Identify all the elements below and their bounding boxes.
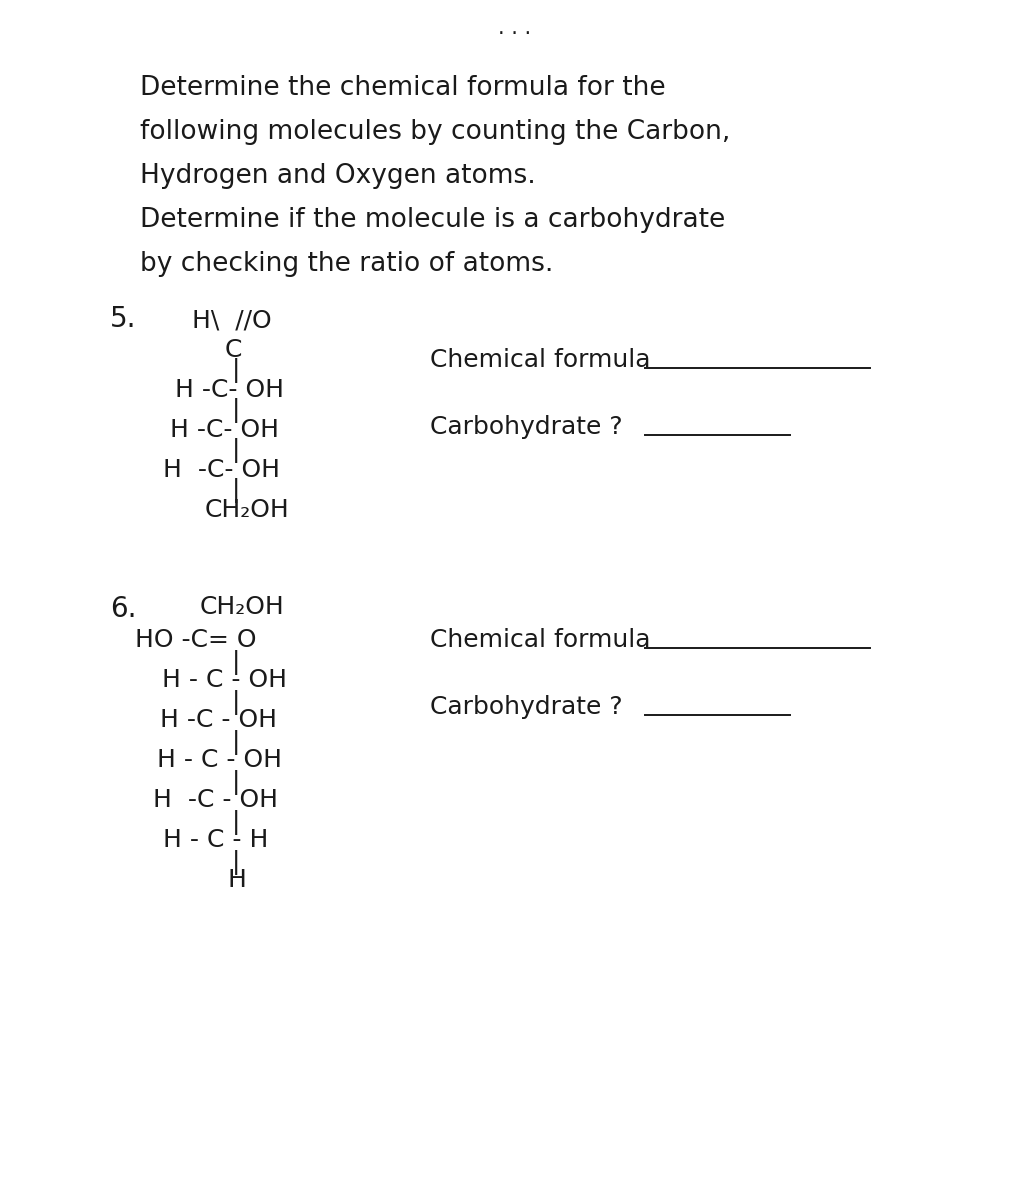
Text: H -C - OH: H -C - OH: [160, 708, 277, 732]
Text: CH₂OH: CH₂OH: [205, 498, 290, 522]
Text: CH₂OH: CH₂OH: [200, 595, 285, 619]
Text: H - C - H: H - C - H: [163, 828, 268, 852]
Text: |: |: [232, 690, 240, 715]
Text: Hydrogen and Oxygen atoms.: Hydrogen and Oxygen atoms.: [140, 163, 536, 188]
Text: |: |: [232, 810, 240, 835]
Text: Carbohydrate ?: Carbohydrate ?: [430, 695, 623, 719]
Text: |: |: [232, 770, 240, 794]
Text: 5.: 5.: [110, 305, 136, 332]
Text: Chemical formula: Chemical formula: [430, 628, 651, 652]
Text: H - C - OH: H - C - OH: [162, 668, 287, 692]
Text: following molecules by counting the Carbon,: following molecules by counting the Carb…: [140, 119, 730, 145]
Text: H: H: [228, 868, 246, 892]
Text: H - C - OH: H - C - OH: [157, 748, 282, 772]
Text: |: |: [232, 358, 240, 383]
Text: C: C: [225, 338, 242, 362]
Text: |: |: [232, 650, 240, 674]
Text: Chemical formula: Chemical formula: [430, 348, 651, 372]
Text: Determine the chemical formula for the: Determine the chemical formula for the: [140, 74, 666, 101]
Text: by checking the ratio of atoms.: by checking the ratio of atoms.: [140, 251, 554, 277]
Text: HO -C= O: HO -C= O: [135, 628, 257, 652]
Text: |: |: [232, 398, 240, 422]
Text: H  -C- OH: H -C- OH: [163, 458, 280, 482]
Text: H  -C - OH: H -C - OH: [153, 788, 278, 812]
Text: H -C- OH: H -C- OH: [175, 378, 284, 402]
Text: H -C- OH: H -C- OH: [170, 418, 279, 442]
Text: Determine if the molecule is a carbohydrate: Determine if the molecule is a carbohydr…: [140, 206, 725, 233]
Text: |: |: [232, 850, 240, 875]
Text: |: |: [232, 730, 240, 755]
Text: 6.: 6.: [110, 595, 136, 623]
Text: |: |: [232, 478, 240, 503]
Text: |: |: [232, 438, 240, 463]
Text: H\  //O: H\ //O: [192, 308, 271, 332]
Text: . . .: . . .: [498, 18, 532, 38]
Text: Carbohydrate ?: Carbohydrate ?: [430, 415, 623, 439]
